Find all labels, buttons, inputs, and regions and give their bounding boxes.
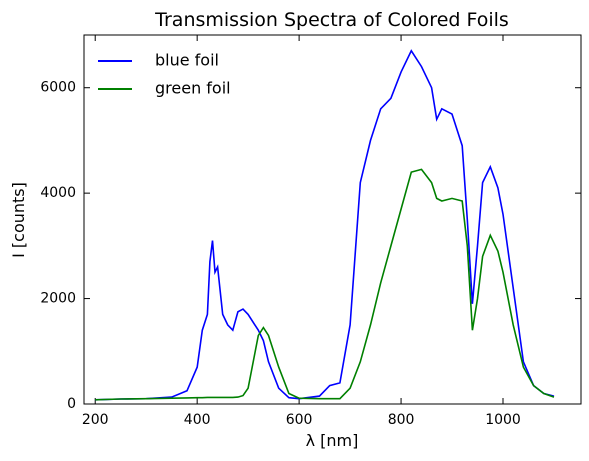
x-axis-label: λ [nm] <box>306 431 359 450</box>
x-tick-label: 600 <box>286 412 313 428</box>
y-tick-label: 6000 <box>40 80 76 96</box>
y-axis-label: I [counts] <box>9 182 28 258</box>
data-line <box>95 49 555 401</box>
y-tick-label: 0 <box>67 396 76 412</box>
x-tick-label: 200 <box>82 412 109 428</box>
legend-label: blue foil <box>155 51 219 70</box>
legend-label: green foil <box>155 79 231 98</box>
data-line <box>95 168 555 401</box>
x-tick-label: 1000 <box>485 412 521 428</box>
y-tick-label: 2000 <box>40 291 76 307</box>
plot-frame <box>83 34 582 405</box>
y-tick-label: 4000 <box>40 185 76 201</box>
x-tick-label: 800 <box>388 412 415 428</box>
chart-title: Transmission Spectra of Colored Foils <box>154 9 509 31</box>
x-tick-label: 400 <box>184 412 211 428</box>
